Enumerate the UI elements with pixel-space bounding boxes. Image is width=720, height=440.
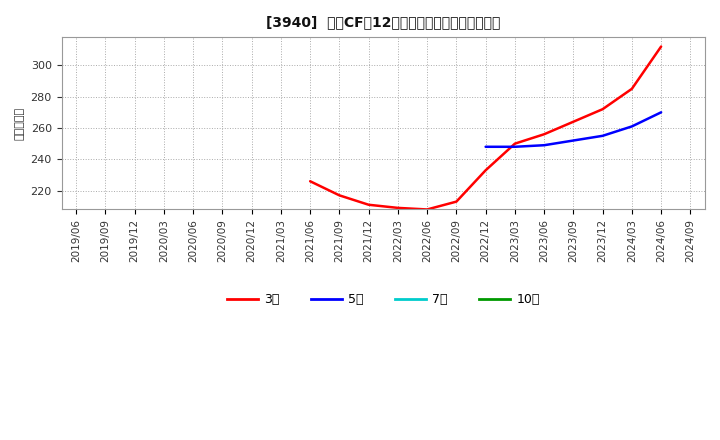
5年: [657, 110, 665, 115]
5年: [569, 138, 577, 143]
5年: [510, 144, 519, 150]
5年: [598, 133, 607, 139]
3年: [452, 199, 461, 204]
5年: [628, 124, 636, 129]
3年: [364, 202, 373, 207]
3年: [598, 106, 607, 112]
Y-axis label: （百万円）: （百万円）: [15, 107, 25, 140]
3年: [628, 86, 636, 92]
3年: [657, 44, 665, 49]
3年: [394, 205, 402, 210]
Title: [3940]  営業CFの12か月移動合計の平均値の推移: [3940] 営業CFの12か月移動合計の平均値の推移: [266, 15, 500, 29]
3年: [481, 168, 490, 173]
3年: [510, 141, 519, 146]
3年: [423, 207, 431, 212]
3年: [306, 179, 315, 184]
3年: [335, 193, 343, 198]
5年: [481, 144, 490, 150]
Line: 5年: 5年: [485, 112, 661, 147]
Legend: 3年, 5年, 7年, 10年: 3年, 5年, 7年, 10年: [222, 288, 545, 311]
5年: [540, 143, 549, 148]
3年: [540, 132, 549, 137]
Line: 3年: 3年: [310, 47, 661, 209]
3年: [569, 119, 577, 125]
